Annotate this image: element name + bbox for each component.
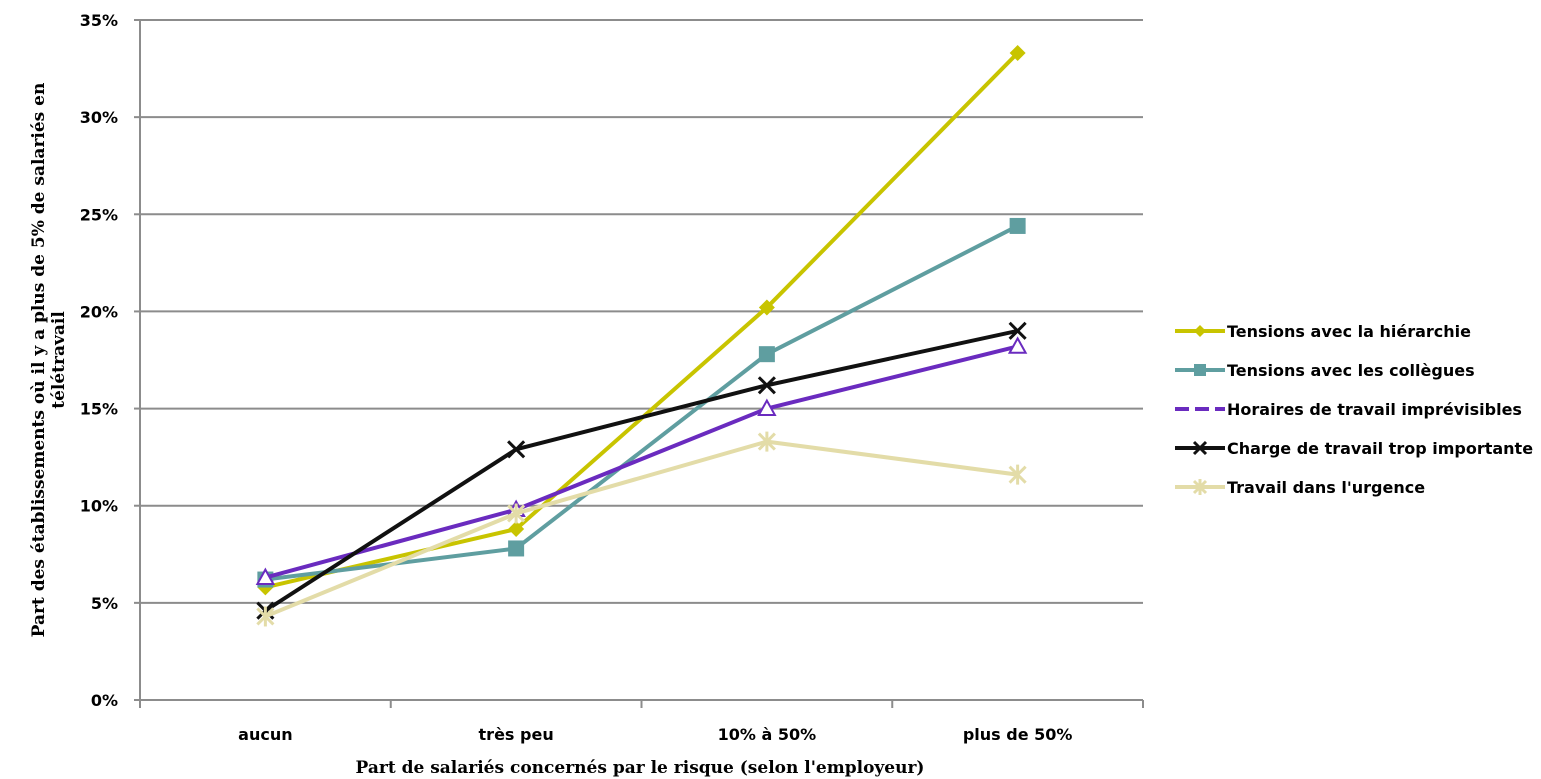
data-point (1009, 217, 1026, 234)
data-point (255, 567, 276, 585)
data-point (508, 540, 525, 557)
legend-label: Travail dans l'urgence (1227, 478, 1425, 497)
y-axis-title: Part des établissements où il y a plus d… (29, 83, 69, 638)
series-line (264, 344, 1019, 580)
gridlines (140, 19, 1143, 604)
y-axis: 0% 5% 10% 15% 20% 25% 30% 35% (80, 11, 141, 710)
legend-item: Tensions avec la hiérarchie (1175, 322, 1471, 341)
series-line (264, 439, 1018, 619)
series-layer (255, 45, 1028, 627)
data-point (1007, 336, 1028, 354)
data-point (256, 606, 275, 627)
y-tick-label: 5% (91, 594, 118, 613)
series-line (265, 224, 1019, 582)
legend: Tensions avec la hiérarchie Tensions avec… (1175, 322, 1533, 497)
legend-label: Charge de travail trop importante (1227, 439, 1533, 458)
x-tick-label: plus de 50% (963, 725, 1073, 744)
y-axis-title-line-2: télétravail (49, 311, 69, 409)
data-point (1008, 464, 1027, 485)
y-tick-label: 10% (80, 497, 118, 516)
data-point (507, 440, 526, 459)
x-tick-label: aucun (238, 725, 292, 744)
y-tick-label: 15% (80, 400, 118, 419)
legend-label: Tensions avec la hiérarchie (1227, 322, 1471, 341)
x-axis-title: Part de salariés concernés par le risque… (356, 758, 925, 778)
data-point (1008, 321, 1027, 340)
series-2 (257, 217, 1026, 588)
x-marker-stroke (507, 440, 526, 459)
data-point (758, 299, 775, 316)
y-tick-label: 35% (80, 11, 118, 30)
x-tick-label: 10% à 50% (718, 725, 817, 744)
legend-item: Horaires de travail imprévisibles (1175, 400, 1522, 419)
legend-label: Horaires de travail imprévisibles (1227, 400, 1522, 419)
y-tick-label: 25% (80, 205, 118, 224)
data-point (758, 346, 775, 363)
data-point (757, 376, 776, 395)
diamond-marker (1194, 325, 1206, 337)
series-1 (257, 45, 1026, 596)
square-marker (1194, 364, 1206, 376)
y-tick-label: 20% (80, 302, 118, 321)
y-axis-title-line-1: Part des établissements où il y a plus d… (29, 83, 49, 638)
asterisk-marker (1192, 479, 1208, 495)
data-point (1009, 45, 1026, 62)
data-point (508, 521, 525, 538)
x-axis: aucun très peu 10% à 50% plus de 50% (139, 699, 1144, 744)
legend-item: Charge de travail trop importante (1175, 439, 1533, 458)
x-marker-stroke (757, 376, 776, 395)
data-point (757, 431, 776, 452)
series-line (264, 51, 1020, 590)
x-marker-stroke (1008, 321, 1027, 340)
y-tick-label: 30% (80, 108, 118, 127)
series-line (264, 328, 1019, 613)
legend-label: Tensions avec les collègues (1227, 361, 1475, 380)
legend-item: Tensions avec les collègues (1175, 361, 1475, 380)
data-point (507, 503, 526, 524)
x-marker-stroke (1192, 440, 1208, 456)
x-tick-label: très peu (479, 725, 554, 744)
data-point (757, 398, 777, 416)
legend-item: Travail dans l'urgence (1175, 478, 1425, 497)
y-tick-label: 0% (91, 691, 118, 710)
x-marker (1192, 440, 1208, 456)
series-5 (256, 431, 1027, 627)
